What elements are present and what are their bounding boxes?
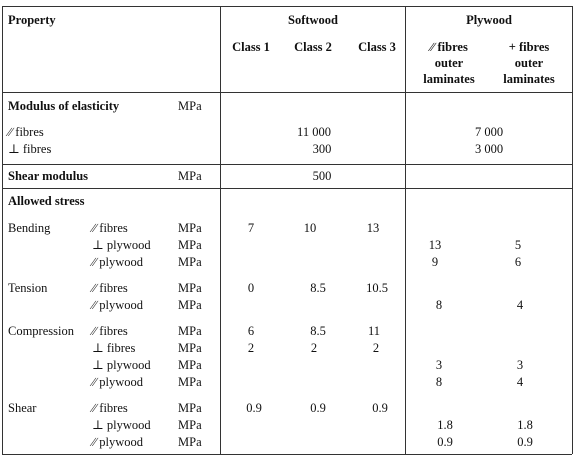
cell-plywood-perpendicular: 3 [516, 358, 524, 372]
row-unit: MPa [178, 435, 202, 449]
rule-shear-modulus-bottom [2, 188, 572, 189]
header-plywood-perpendicular-1: + fibres [508, 40, 550, 54]
cell-class-2: 2 [310, 341, 318, 355]
cell-plywood-parallel: 3 [435, 358, 443, 372]
group-name: Shear [8, 401, 37, 415]
header-plywood-perpendicular-3: laminates [503, 72, 555, 86]
row-unit: MPa [178, 341, 202, 355]
modulus-row-label: ⊥ fibres [8, 142, 52, 156]
rule-softwood-divider [405, 6, 406, 454]
row-sub-label: ∕∕ plywood [92, 375, 144, 389]
modulus-softwood-value: 300 [312, 142, 332, 156]
header-class-1: Class 1 [232, 40, 270, 54]
cell-plywood-perpendicular: 1.8 [517, 418, 533, 432]
row-sub-label: ∕∕ plywood [92, 298, 144, 312]
rule-top [2, 6, 572, 7]
cell-class-1: 0 [247, 281, 255, 295]
header-plywood: Plywood [466, 13, 512, 27]
rule-modulus-bottom [2, 164, 572, 165]
row-sub-label: ∕∕ plywood [92, 255, 144, 269]
header-plywood-perpendicular-2: outer [514, 56, 544, 70]
header-plywood-parallel-2: outer [434, 56, 464, 70]
row-sub-label: ∕∕ fibres [92, 401, 128, 415]
row-unit: MPa [178, 221, 202, 235]
modulus-plywood-value: 3 000 [474, 142, 504, 156]
shear-modulus-value: 500 [312, 169, 332, 183]
row-sub-label: ⊥ plywood [92, 358, 151, 372]
cell-class-2: 8.5 [310, 324, 326, 338]
cell-class-2: 8.5 [310, 281, 326, 295]
cell-class-3: 0.9 [372, 401, 388, 415]
row-unit: MPa [178, 401, 202, 415]
cell-plywood-parallel: 9 [431, 255, 439, 269]
cell-plywood-parallel: 1.8 [437, 418, 453, 432]
cell-class-2: 10 [303, 221, 317, 235]
row-unit: MPa [178, 255, 202, 269]
row-unit: MPa [178, 418, 202, 432]
cell-plywood-perpendicular: 5 [514, 238, 522, 252]
cell-plywood-perpendicular: 6 [514, 255, 522, 269]
row-sub-label: ∕∕ fibres [92, 281, 128, 295]
row-sub-label: ⊥ fibres [92, 341, 136, 355]
modulus-row-label: ∕∕ fibres [8, 125, 44, 139]
cell-plywood-parallel: 0.9 [437, 435, 453, 449]
row-unit: MPa [178, 324, 202, 338]
header-plywood-parallel-3: laminates [423, 72, 475, 86]
modulus-plywood-value: 7 000 [474, 125, 504, 139]
cell-class-1: 6 [247, 324, 255, 338]
row-sub-label: ∕∕ fibres [92, 221, 128, 235]
modulus-title: Modulus of elasticity [8, 99, 120, 113]
cell-class-1: 0.9 [246, 401, 262, 415]
row-unit: MPa [178, 298, 202, 312]
cell-plywood-parallel: 13 [428, 238, 442, 252]
rule-property-divider [220, 6, 221, 454]
cell-plywood-parallel: 8 [435, 375, 443, 389]
cell-class-3: 13 [366, 221, 380, 235]
cell-plywood-perpendicular: 4 [516, 375, 524, 389]
modulus-softwood-value: 11 000 [297, 125, 331, 139]
group-name: Tension [8, 281, 48, 295]
row-sub-label: ∕∕ fibres [92, 324, 128, 338]
header-softwood: Softwood [287, 13, 339, 27]
cell-class-2: 0.9 [310, 401, 326, 415]
group-name: Compression [8, 324, 74, 338]
cell-plywood-perpendicular: 4 [516, 298, 524, 312]
rule-right [572, 6, 573, 454]
cell-plywood-parallel: 8 [435, 298, 443, 312]
allowed-stress-title: Allowed stress [8, 194, 85, 208]
row-unit: MPa [178, 358, 202, 372]
cell-class-3: 10.5 [366, 281, 388, 295]
modulus-unit: MPa [178, 99, 202, 113]
cell-class-1: 2 [247, 341, 255, 355]
row-sub-label: ⊥ plywood [92, 238, 151, 252]
rule-header-bottom [2, 92, 572, 93]
shear-modulus-title: Shear modulus [8, 169, 89, 183]
header-class-3: Class 3 [358, 40, 396, 54]
header-class-2: Class 2 [294, 40, 332, 54]
group-name: Bending [8, 221, 51, 235]
header-property: Property [8, 13, 56, 27]
header-plywood-parallel-1: ∕∕ fibres [430, 40, 468, 54]
cell-plywood-perpendicular: 0.9 [517, 435, 533, 449]
rule-bottom [2, 454, 572, 455]
row-sub-label: ⊥ plywood [92, 418, 151, 432]
cell-class-1: 7 [247, 221, 255, 235]
rule-left [2, 6, 3, 454]
row-unit: MPa [178, 281, 202, 295]
shear-modulus-unit: MPa [178, 169, 202, 183]
row-sub-label: ∕∕ plywood [92, 435, 144, 449]
cell-class-3: 2 [372, 341, 380, 355]
cell-class-3: 11 [367, 324, 381, 338]
row-unit: MPa [178, 238, 202, 252]
row-unit: MPa [178, 375, 202, 389]
